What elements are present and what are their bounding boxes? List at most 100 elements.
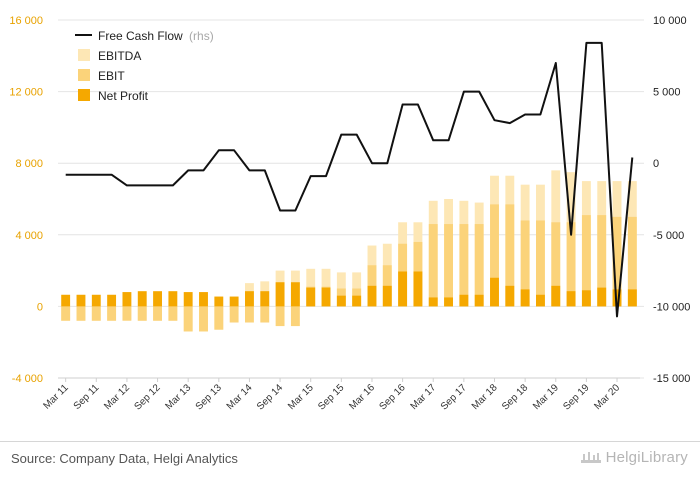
net-profit-bar bbox=[490, 277, 499, 307]
net-profit-bar bbox=[352, 295, 362, 307]
ebit-bar bbox=[61, 306, 71, 321]
left-tick-label: 4 000 bbox=[15, 230, 43, 242]
right-tick-label: -10 000 bbox=[653, 301, 690, 313]
left-tick-label: 0 bbox=[37, 301, 43, 313]
ebit-bar bbox=[627, 216, 637, 307]
x-tick-label: Sep 15 bbox=[316, 382, 346, 412]
x-tick-label: Mar 11 bbox=[42, 382, 72, 412]
net-profit-bar bbox=[551, 285, 561, 307]
net-profit-bar bbox=[122, 292, 132, 307]
legend-ebitda-label: EBITDA bbox=[98, 49, 141, 63]
net-profit-bar bbox=[566, 291, 576, 307]
x-tick-label: Mar 16 bbox=[347, 382, 377, 412]
x-tick-label: Mar 14 bbox=[225, 382, 255, 412]
net-profit-bar bbox=[428, 297, 438, 307]
net-profit-bar bbox=[459, 294, 469, 307]
net-profit-bar bbox=[183, 292, 193, 307]
ebit-bar bbox=[290, 306, 300, 327]
net-profit-bar bbox=[168, 291, 178, 307]
ebit-bar bbox=[275, 306, 285, 327]
ebit-bar bbox=[428, 224, 438, 307]
x-tick-label: Sep 16 bbox=[378, 382, 408, 412]
ebit-bar bbox=[245, 306, 254, 323]
legend-ebit-label: EBIT bbox=[98, 69, 125, 83]
net-profit-bar bbox=[321, 287, 331, 307]
ebit-bar bbox=[91, 306, 101, 321]
logo-text: HelgiLibrary bbox=[605, 449, 688, 466]
net-profit-bar bbox=[444, 297, 453, 307]
left-tick-label: 8 000 bbox=[15, 158, 43, 170]
x-axis: Mar 11 Sep 11 Mar 12 Sep 12 Mar 13 Sep 13 Mar … bbox=[42, 378, 622, 413]
right-tick-label: -5 000 bbox=[653, 230, 684, 242]
left-axis: 16 000 12 000 8 000 4 000 0 -4 000 bbox=[9, 15, 43, 385]
net-profit-bar bbox=[214, 296, 224, 307]
net-profit-bar bbox=[153, 291, 162, 307]
legend-net-profit-swatch bbox=[78, 89, 90, 101]
ebit-bar bbox=[612, 216, 622, 307]
legend-fcf-label: Free Cash Flow (rhs) bbox=[98, 29, 214, 43]
net-profit-bar bbox=[520, 289, 530, 307]
net-profit-bar bbox=[61, 294, 71, 307]
x-tick-label: Mar 15 bbox=[286, 382, 316, 412]
ebit-bar bbox=[490, 204, 499, 307]
net-profit-bar bbox=[306, 287, 316, 307]
x-tick-label: Sep 12 bbox=[132, 382, 162, 412]
net-profit-bar bbox=[612, 289, 622, 307]
net-profit-bar bbox=[382, 285, 392, 307]
net-profit-bar bbox=[290, 282, 300, 307]
net-profit-bar bbox=[474, 294, 484, 307]
legend: Free Cash Flow (rhs) EBITDA EBIT Net Pro… bbox=[75, 29, 214, 103]
ebit-bar bbox=[536, 220, 545, 307]
bar-series bbox=[61, 170, 637, 332]
legend-ebit-swatch bbox=[78, 69, 90, 81]
ebit-bar bbox=[122, 306, 132, 321]
ebit-bar bbox=[444, 224, 453, 307]
chart-canvas: 16 000 12 000 8 000 4 000 0 -4 000 10 000 5 00… bbox=[9, 15, 690, 413]
ebit-bar bbox=[474, 224, 484, 307]
ebit-bar bbox=[581, 215, 591, 307]
net-profit-bar bbox=[367, 285, 377, 307]
ebit-bar bbox=[260, 306, 270, 323]
legend-ebitda-swatch bbox=[78, 49, 90, 61]
x-tick-label: Mar 20 bbox=[592, 382, 622, 412]
net-profit-bar bbox=[581, 290, 591, 307]
ebit-bar bbox=[199, 306, 208, 332]
net-profit-bar bbox=[398, 271, 408, 307]
ebit-bar bbox=[153, 306, 162, 321]
x-tick-label: Sep 13 bbox=[194, 382, 224, 412]
helgi-library-logo: HelgiLibrary bbox=[580, 449, 688, 466]
ebit-bar bbox=[520, 220, 530, 307]
x-tick-label: Mar 17 bbox=[409, 382, 439, 412]
net-profit-bar bbox=[76, 294, 86, 307]
right-tick-label: 10 000 bbox=[653, 15, 687, 27]
ebit-bar bbox=[76, 306, 86, 321]
right-tick-label: 5 000 bbox=[653, 87, 681, 99]
ebit-bar bbox=[597, 215, 607, 307]
net-profit-bar bbox=[245, 291, 254, 307]
net-profit-bar bbox=[91, 294, 101, 307]
net-profit-bar bbox=[137, 291, 147, 307]
footer-divider bbox=[0, 441, 700, 442]
ebit-bar bbox=[214, 306, 224, 330]
net-profit-bar bbox=[107, 294, 117, 307]
free-cash-flow-series bbox=[65, 41, 634, 318]
right-tick-label: -15 000 bbox=[653, 373, 690, 385]
net-profit-bar bbox=[260, 291, 270, 307]
legend-net-profit-label: Net Profit bbox=[98, 89, 149, 103]
free-cash-flow-line bbox=[65, 41, 634, 318]
x-tick-label: Mar 18 bbox=[470, 382, 500, 412]
net-profit-bar bbox=[275, 282, 285, 307]
ebit-bar bbox=[183, 306, 193, 332]
right-tick-label: 0 bbox=[653, 158, 659, 170]
x-tick-label: Sep 19 bbox=[561, 382, 591, 412]
net-profit-bar bbox=[229, 296, 239, 307]
net-profit-bar bbox=[627, 289, 637, 307]
net-profit-bar bbox=[336, 295, 346, 307]
x-tick-label: Sep 11 bbox=[72, 382, 102, 412]
legend-fcf-rhs: (rhs) bbox=[189, 29, 214, 43]
library-building-icon bbox=[580, 452, 601, 463]
source-note: Source: Company Data, Helgi Analytics bbox=[11, 451, 238, 466]
ebit-bar bbox=[566, 222, 576, 307]
x-tick-label: Mar 13 bbox=[164, 382, 194, 412]
ebit-bar bbox=[551, 222, 561, 307]
